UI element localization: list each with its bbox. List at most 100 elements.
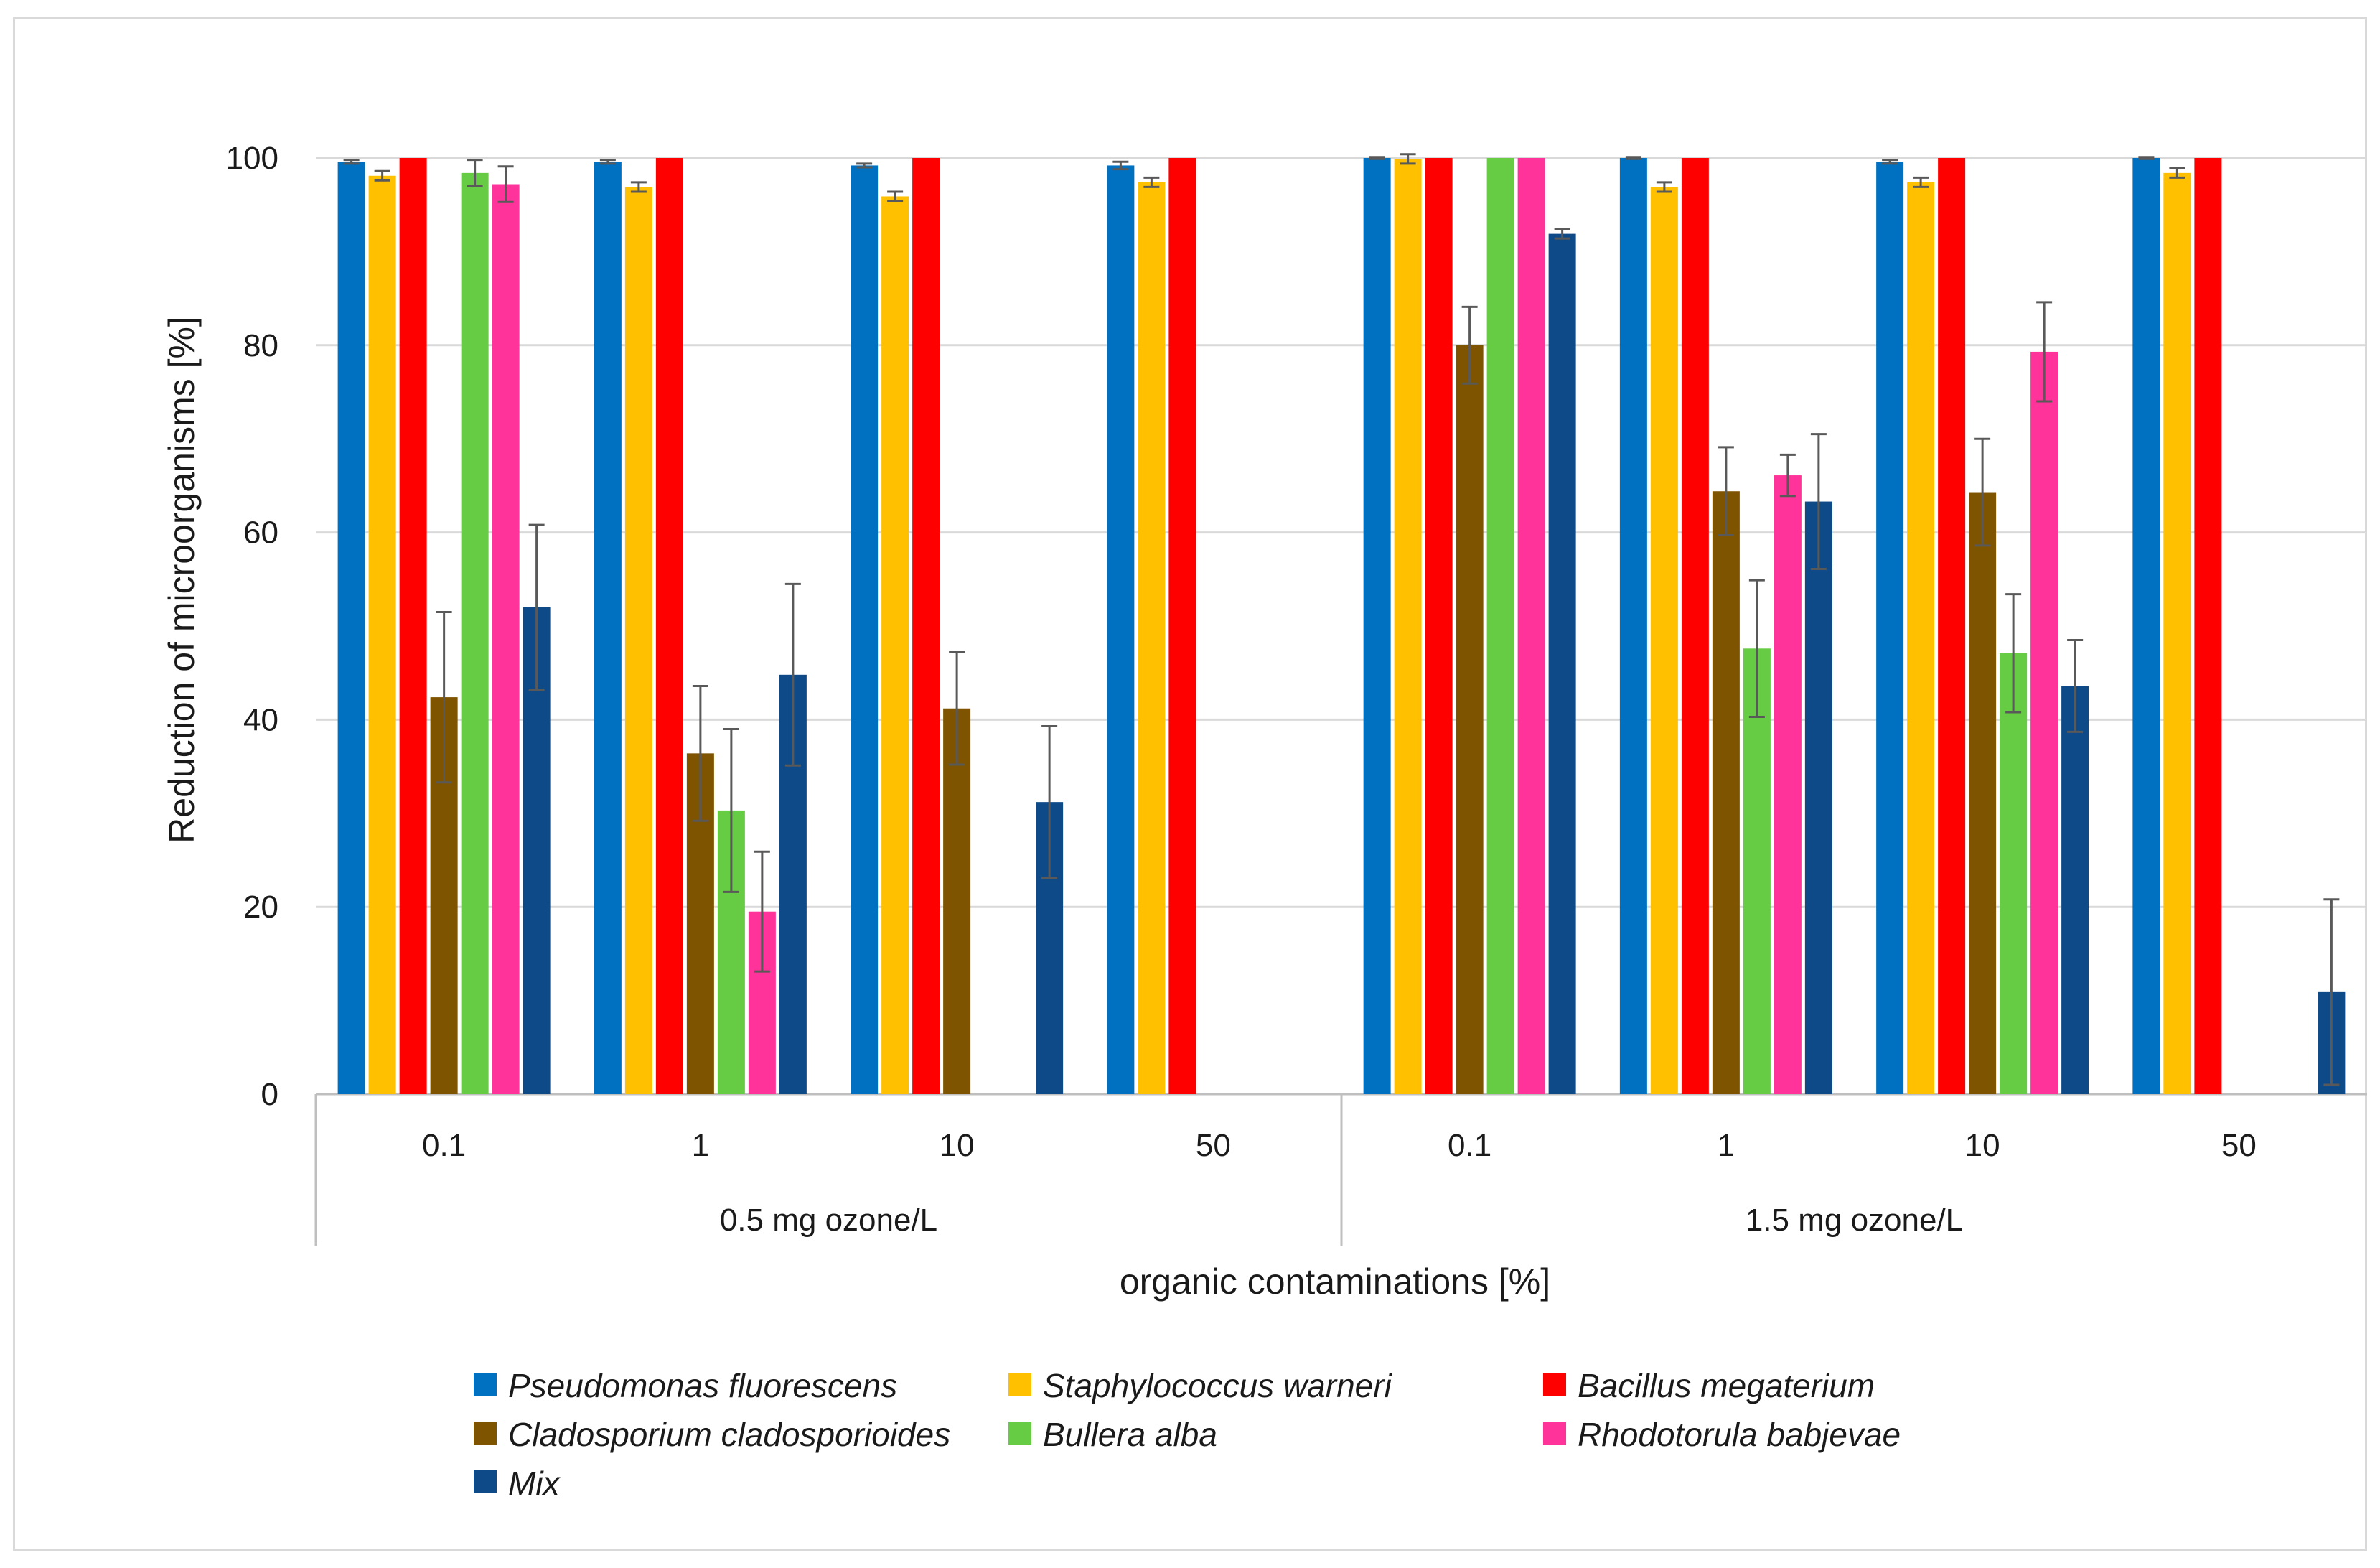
- legend-entry: Rhodotorula babjevae: [1543, 1416, 1901, 1453]
- legend-swatch: [474, 1422, 497, 1445]
- error-bar: [754, 850, 770, 973]
- legend-swatch: [1543, 1373, 1566, 1396]
- bar: [368, 175, 396, 1094]
- bar: [1774, 475, 1802, 1094]
- legend-swatch: [1008, 1373, 1031, 1396]
- legend-entry: Cladosporium cladosporioides: [474, 1416, 950, 1453]
- bar: [881, 196, 909, 1094]
- bar: [1394, 159, 1422, 1095]
- bar: [2000, 653, 2028, 1094]
- bar: [1168, 158, 1196, 1094]
- error-bar: [2005, 593, 2022, 714]
- error-bars: [343, 153, 2340, 1086]
- error-bar: [2169, 167, 2185, 179]
- legend-entry: Bullera alba: [1008, 1416, 1217, 1453]
- error-bar: [949, 651, 965, 766]
- bar: [2194, 158, 2222, 1094]
- legend-entry: Bacillus megaterium: [1543, 1367, 1875, 1404]
- bar: [2030, 351, 2058, 1095]
- y-axis-title: Reduction of microorganisms [%]: [161, 317, 202, 844]
- error-bar: [2036, 301, 2053, 403]
- error-bar: [1779, 453, 1796, 498]
- error-bar: [887, 190, 904, 202]
- bar: [1681, 158, 1709, 1094]
- bar: [1938, 158, 1966, 1094]
- y-tick-label: 0: [261, 1077, 278, 1112]
- error-bar: [497, 165, 514, 203]
- error-bar: [1400, 153, 1416, 165]
- bar: [943, 708, 971, 1094]
- legend-swatch: [1008, 1422, 1031, 1445]
- error-bar: [528, 523, 545, 691]
- bars: [337, 158, 2346, 1095]
- bar: [1804, 501, 1832, 1094]
- error-bar: [784, 582, 801, 767]
- error-bar: [1625, 156, 1641, 160]
- y-tick-label: 20: [243, 890, 278, 925]
- error-bar: [2323, 898, 2340, 1086]
- legend-entry: Pseudomonas fluorescens: [474, 1367, 897, 1404]
- x-tick-label: 1: [1718, 1128, 1735, 1163]
- legend-label: Cladosporium cladosporioides: [508, 1416, 950, 1453]
- error-bar: [1143, 176, 1160, 188]
- error-bar: [1554, 228, 1570, 240]
- bar: [2132, 158, 2160, 1094]
- error-bar: [1656, 181, 1672, 193]
- x-tick-label: 0.1: [422, 1128, 466, 1163]
- error-bar: [1913, 176, 1929, 188]
- x-tick-label: 10: [1965, 1128, 2000, 1163]
- bar: [624, 187, 652, 1094]
- x-tick-label: 50: [1196, 1128, 1231, 1163]
- bar: [2163, 172, 2191, 1094]
- bar: [1876, 162, 1904, 1094]
- error-bar: [2138, 156, 2155, 160]
- bar: [1138, 182, 1166, 1094]
- legend-label: Pseudomonas fluorescens: [508, 1367, 897, 1404]
- legend-entry: Staphylococcus warneri: [1008, 1367, 1393, 1404]
- bar: [1425, 158, 1453, 1094]
- error-bar: [1041, 725, 1058, 879]
- bar: [2061, 686, 2089, 1094]
- bar: [1548, 233, 1576, 1094]
- x-tick-label: 50: [2221, 1128, 2257, 1163]
- legend-label: Rhodotorula babjevae: [1578, 1416, 1901, 1453]
- x-group-label: 1.5 mg ozone/L: [1746, 1203, 1963, 1238]
- y-tick-label: 40: [243, 702, 278, 737]
- bar: [1486, 158, 1514, 1094]
- error-bar: [1974, 437, 1991, 547]
- x-group-label: 0.5 mg ozone/L: [720, 1203, 937, 1238]
- legend: Pseudomonas fluorescens Staphylococcus wa…: [474, 1367, 1901, 1502]
- error-bar: [1369, 156, 1385, 160]
- legend-swatch: [1543, 1422, 1566, 1445]
- bar: [1743, 648, 1771, 1094]
- gridlines: [316, 157, 2367, 1096]
- bar: [655, 158, 683, 1094]
- legend-swatch: [474, 1373, 497, 1396]
- x-axis: 0.1 1 10 50 0.1 1 10 50 0.5 mg ozone/L 1.5 mg ozo…: [314, 1094, 2257, 1246]
- legend-label: Bacillus megaterium: [1578, 1367, 1875, 1404]
- x-tick-label: 0.1: [1448, 1128, 1491, 1163]
- bar: [1907, 182, 1935, 1094]
- x-tick-label: 10: [940, 1128, 975, 1163]
- legend-label: Mix: [508, 1465, 561, 1502]
- bar: [1363, 158, 1391, 1094]
- bar: [594, 162, 622, 1094]
- error-bar: [630, 181, 647, 193]
- y-tick-label: 60: [243, 515, 278, 551]
- bar: [1107, 165, 1135, 1094]
- bar: [492, 184, 520, 1095]
- error-bar: [723, 727, 739, 893]
- y-tick-label: 100: [226, 141, 278, 176]
- legend-label: Bullera alba: [1043, 1416, 1217, 1453]
- bar: [337, 162, 365, 1094]
- error-bar: [374, 169, 390, 182]
- x-tick-label: 1: [692, 1128, 709, 1163]
- legend-entry: Mix: [474, 1465, 561, 1502]
- legend-label: Staphylococcus warneri: [1043, 1367, 1393, 1404]
- error-bar: [1718, 446, 1734, 537]
- x-axis-title: organic contaminations [%]: [1120, 1261, 1550, 1302]
- bar: [399, 158, 427, 1094]
- error-bar: [692, 684, 708, 822]
- legend-swatch: [474, 1470, 497, 1493]
